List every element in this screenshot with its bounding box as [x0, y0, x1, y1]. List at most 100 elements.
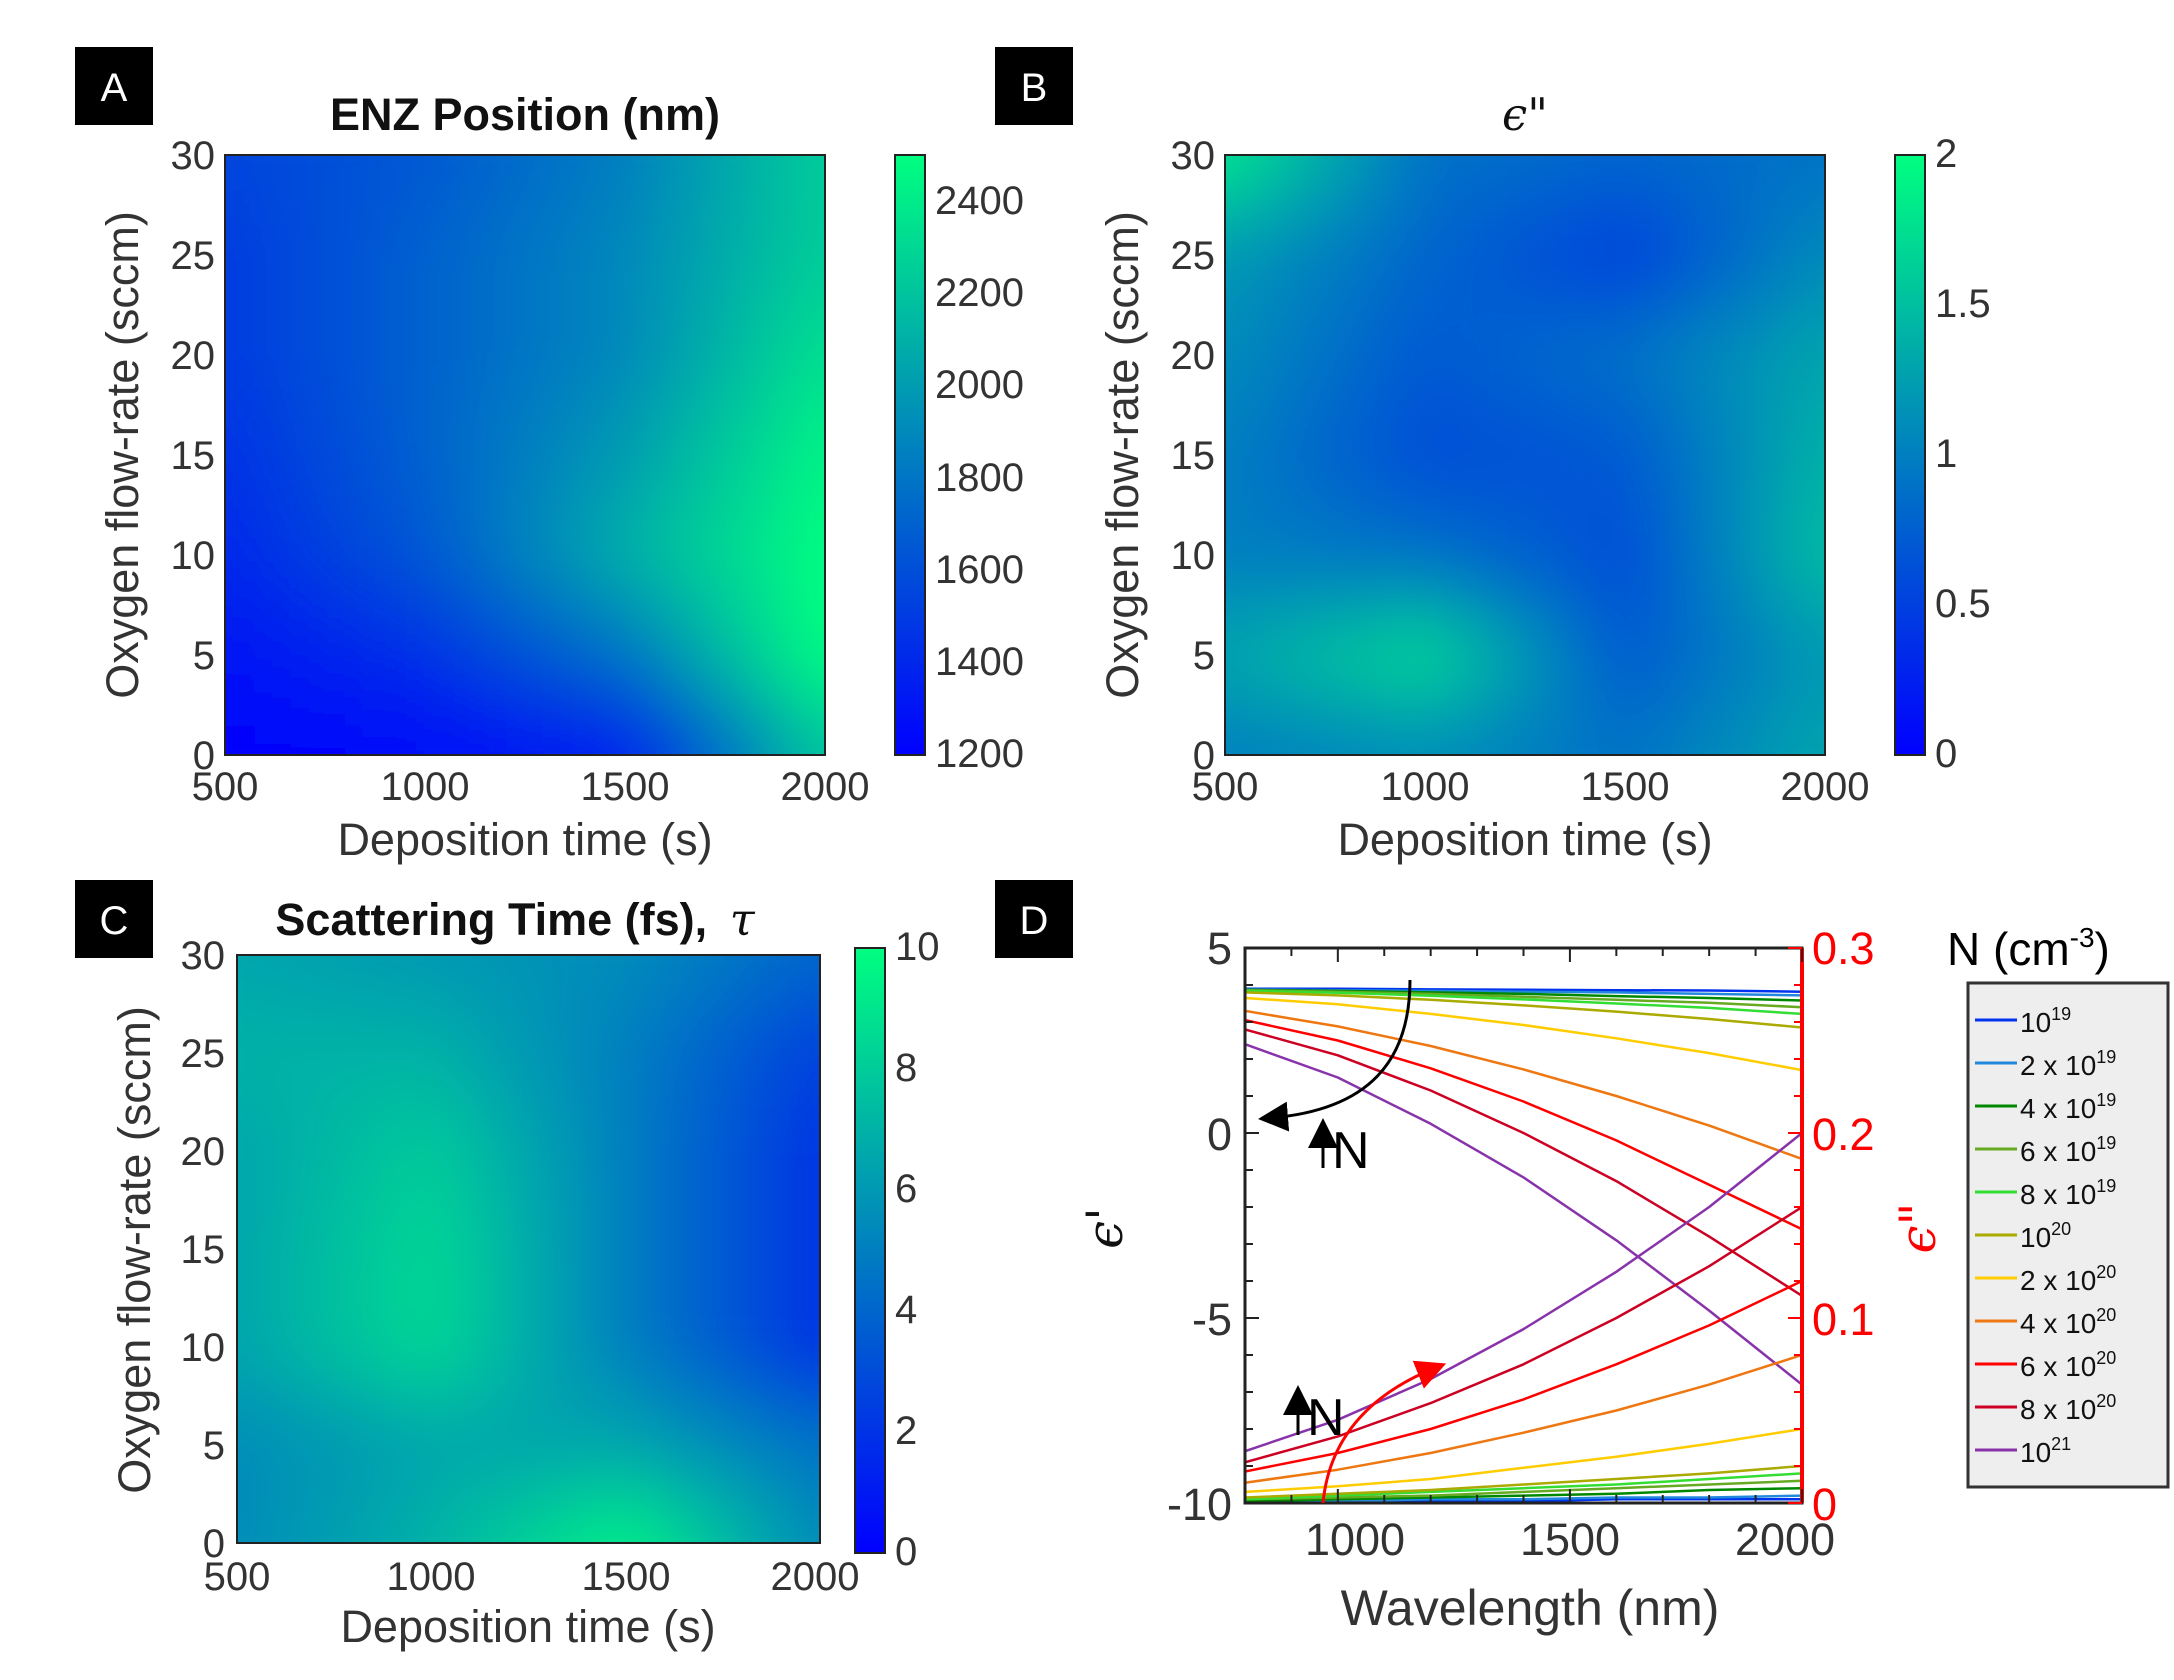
heatmap-cell — [546, 1443, 565, 1463]
heatmap-cell — [387, 1231, 407, 1250]
heatmap-cell — [489, 761, 508, 780]
heatmap-cell — [1741, 329, 1760, 348]
heatmap-cell — [1561, 725, 1580, 744]
heatmap-cell — [546, 1213, 565, 1233]
heatmap-cell — [237, 419, 256, 438]
heatmap-cell — [475, 1160, 495, 1180]
heatmap-cell — [634, 1160, 653, 1180]
heatmap-cell — [616, 1532, 635, 1543]
heatmap-cell — [1255, 329, 1274, 348]
heatmap-cell — [1579, 239, 1598, 258]
heatmap-cell — [1471, 599, 1490, 618]
heatmap-cell — [370, 1231, 389, 1250]
heatmap-cell — [370, 1213, 389, 1233]
heatmap-cell — [417, 455, 436, 474]
heatmap-cell — [867, 95, 886, 114]
heatmap-cell — [1489, 725, 1508, 744]
heatmap-cell — [300, 1054, 319, 1073]
heatmap-cell — [1453, 545, 1472, 564]
heatmap-cell — [363, 329, 382, 348]
heatmap-cell — [1741, 509, 1760, 528]
heatmap-cell — [327, 419, 346, 438]
heatmap-cell — [370, 1319, 389, 1339]
heatmap-cell — [616, 1072, 635, 1091]
heatmap-cell — [489, 509, 508, 528]
heatmap-cell — [507, 689, 526, 708]
heatmap-cell — [831, 275, 850, 294]
heatmap-cell — [381, 155, 400, 168]
heatmap-cell — [352, 1532, 372, 1543]
heatmap-cell — [317, 1249, 337, 1268]
heatmap-cell — [774, 1461, 794, 1481]
heatmap-cell — [475, 1337, 495, 1357]
heatmap-cell — [247, 913, 266, 932]
heatmap-cell — [1291, 707, 1310, 726]
heatmap-cell — [510, 1284, 530, 1304]
heatmap-cell — [1381, 563, 1400, 582]
heatmap-cell — [774, 1249, 794, 1268]
heatmap-cell — [813, 347, 825, 366]
heatmap-cell — [435, 635, 454, 654]
heatmap-cell — [849, 707, 868, 726]
heatmap-cell — [1579, 725, 1598, 744]
heatmap-cell — [615, 155, 634, 168]
heatmap-cell — [651, 1479, 671, 1498]
heatmap-cell — [264, 1284, 284, 1304]
heatmap-cell — [739, 1390, 758, 1410]
heatmap-cell — [1489, 365, 1508, 384]
heatmap-cell — [1867, 239, 1886, 258]
heatmap-cell — [581, 1496, 600, 1516]
heatmap-cell — [453, 383, 472, 402]
heatmap-cell — [1597, 743, 1616, 755]
heatmap-cell — [741, 509, 760, 528]
heatmap-cell — [345, 545, 364, 564]
heatmap-cell — [309, 113, 328, 132]
heatmap-cell — [381, 635, 400, 654]
heatmap-cell — [1183, 491, 1202, 510]
heatmap-cell — [237, 509, 256, 528]
heatmap-cell — [1831, 725, 1850, 744]
heatmap-cell — [1363, 599, 1382, 618]
heatmap-cell — [1345, 419, 1364, 438]
heatmap-cell — [300, 1018, 319, 1038]
heatmap-cell — [651, 1390, 671, 1410]
heatmap-cell — [827, 1515, 846, 1534]
heatmap-cell — [458, 1372, 477, 1392]
heatmap-cell — [686, 1213, 706, 1233]
heatmap-cell — [687, 155, 706, 168]
heatmap-cell — [849, 527, 868, 546]
heatmap-cell — [528, 1337, 548, 1357]
heatmap-cell — [686, 1372, 706, 1392]
heatmap-cell — [1849, 455, 1868, 474]
heatmap-cell — [165, 635, 184, 654]
heatmap-cell — [867, 167, 886, 186]
heatmap-cell — [1741, 95, 1760, 114]
heatmap-cell — [363, 527, 382, 546]
heatmap-cell — [831, 347, 850, 366]
heatmap-cell — [687, 401, 706, 420]
heatmap-cell — [528, 1160, 548, 1180]
heatmap-cell — [741, 725, 760, 744]
heatmap-cell — [1687, 743, 1706, 755]
heatmap-cell — [1723, 239, 1742, 258]
heatmap-cell — [345, 203, 364, 222]
heatmap-cell — [1597, 185, 1616, 204]
heatmap-cell — [634, 983, 653, 1003]
heatmap-cell — [1327, 167, 1346, 186]
heatmap-cell — [1723, 599, 1742, 618]
heatmap-cell — [813, 131, 832, 150]
heatmap-cell — [237, 671, 256, 690]
heatmap-cell — [867, 797, 886, 816]
heatmap-cell — [247, 1213, 266, 1233]
heatmap-cell — [1417, 581, 1436, 600]
heatmap-cell — [264, 1178, 284, 1197]
heatmap-cell — [453, 239, 472, 258]
heatmap-cell — [867, 329, 886, 348]
eps-imag-line — [1245, 1353, 1802, 1484]
heatmap-cell — [363, 437, 382, 456]
heatmap-cell — [1633, 473, 1652, 492]
heatmap-cell — [1291, 167, 1310, 186]
heatmap-cell — [291, 293, 310, 312]
heatmap-cell — [579, 707, 598, 726]
heatmap-cell — [183, 509, 202, 528]
